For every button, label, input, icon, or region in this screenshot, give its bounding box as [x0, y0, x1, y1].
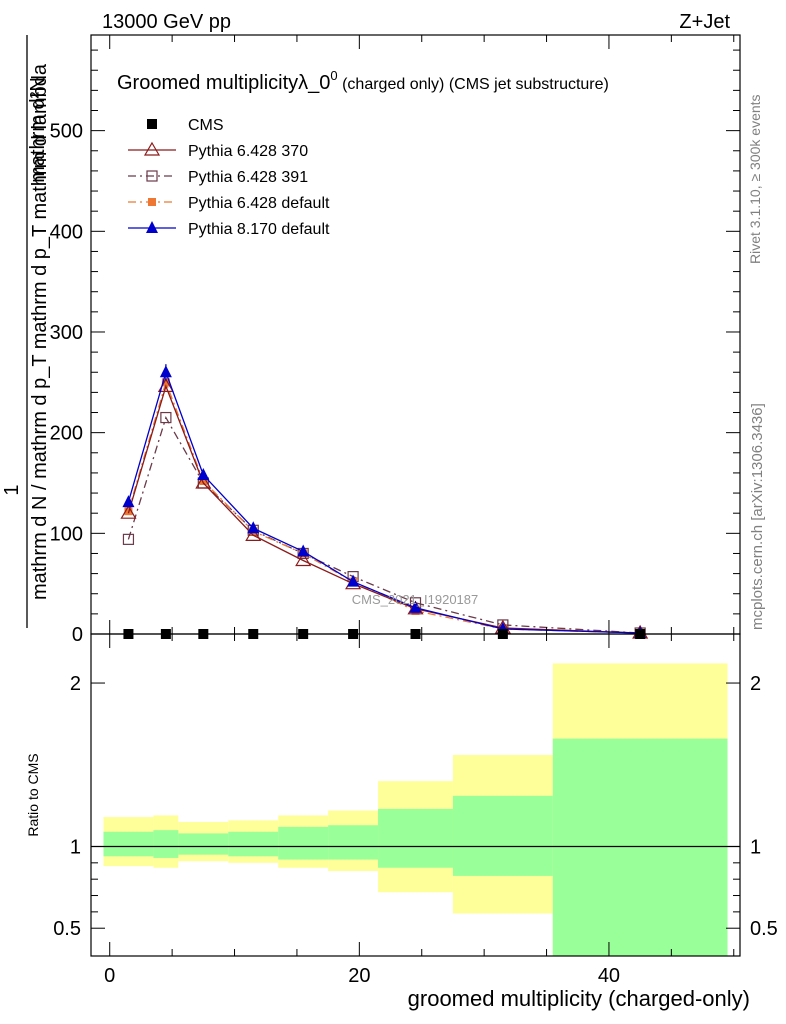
legend-marker	[147, 119, 157, 129]
x-tick-label: 20	[348, 965, 370, 987]
data-point	[245, 527, 262, 541]
ratio-y-tick-label-left: 2	[70, 673, 81, 695]
legend-label: Pythia 8.170 default	[188, 221, 330, 238]
data-point	[247, 521, 260, 534]
ratio-y-tick-label-left: 1	[70, 836, 81, 858]
ratio-plot-panel: 0.5 0.5 1 1 2 2 0 20 40 Ratio to CMS groomed mu…	[25, 633, 778, 1011]
header-energy-label: 13000 GeV pp	[102, 11, 231, 33]
legend: CMS Pythia 6.428 370 Pythia 6.428 391 Pythi…	[128, 117, 330, 238]
main-y-label: 1 mathrm d²N mathrm d N / mathrm d p_T m…	[1, 35, 51, 628]
ratio-bands-layer	[91, 663, 740, 956]
legend-entry: Pythia 6.428 default	[128, 195, 330, 212]
data-point	[160, 411, 172, 424]
ratio-inner-band-bin	[452, 795, 553, 876]
y-label-prefactor: 1	[1, 484, 23, 495]
x-axis-label: groomed multiplicity (charged-only)	[408, 986, 750, 1011]
y-tick-label: 300	[50, 322, 83, 344]
y-label-numerator: mathrm d²N	[27, 77, 49, 183]
data-point	[120, 505, 137, 519]
plot-title: Groomed multiplicityλ_00 (charged only) …	[117, 68, 609, 94]
y-tick-label: 100	[50, 523, 83, 545]
ratio-y-label: Ratio to CMS	[25, 753, 41, 836]
legend-entry: Pythia 6.428 370	[128, 141, 308, 160]
x-tick-label: 40	[598, 965, 620, 987]
legend-marker	[146, 170, 158, 182]
legend-entry: Pythia 6.428 391	[128, 169, 308, 186]
ratio-y-tick-label-right: 0.5	[750, 918, 778, 940]
data-point	[199, 476, 208, 485]
ratio-inner-band-bin	[103, 831, 154, 857]
legend-label: CMS	[188, 117, 224, 134]
ratio-inner-band-bin	[378, 808, 453, 868]
legend-label: Pythia 6.428 370	[188, 143, 308, 160]
y-tick-label: 200	[50, 423, 83, 445]
ratio-inner-band-bin	[228, 831, 279, 857]
main-plot-panel: 0 100 200 300 400 500 Groomed multiplicityλ_0…	[1, 34, 741, 646]
legend-entry: CMS	[147, 117, 224, 134]
analysis-watermark: CMS_2021_I1920187	[352, 592, 479, 607]
data-point	[161, 378, 170, 387]
y-label-denominator: mathrm d N / mathrm d p_T mathrm d p_T m…	[29, 63, 51, 600]
ratio-y-tick-label-right: 2	[750, 673, 761, 695]
legend-marker	[146, 221, 158, 233]
data-point	[197, 467, 210, 480]
main-y-axis: 0 100 200 300 400 500	[50, 35, 740, 646]
data-point	[295, 552, 312, 567]
rivet-version-label: Rivet 3.1.10, ≥ 300k events	[747, 94, 763, 264]
data-point	[409, 600, 422, 613]
legend-entry: Pythia 8.170 default	[128, 221, 330, 238]
x-axis: 0 20 40	[104, 634, 735, 987]
legend-label: Pythia 6.428 391	[188, 169, 308, 186]
ratio-frame	[90, 633, 741, 957]
ratio-inner-band-bin	[552, 738, 728, 956]
ratio-inner-band-bin	[153, 830, 179, 858]
y-tick-label: 500	[50, 121, 83, 143]
data-point	[347, 574, 360, 587]
data-point	[297, 544, 310, 557]
y-tick-label: 400	[50, 221, 83, 243]
data-point	[195, 474, 212, 489]
ratio-y-axis: 0.5 0.5 1 1 2 2	[53, 673, 778, 940]
legend-label: Pythia 6.428 default	[188, 195, 330, 212]
legend-marker	[143, 141, 161, 156]
x-tick-label: 0	[104, 965, 115, 987]
ratio-y-tick-label-right: 1	[750, 836, 761, 858]
ratio-inner-band-bin	[178, 833, 229, 855]
ratio-inner-band-bin	[278, 826, 329, 860]
ratio-y-tick-label-left: 0.5	[53, 918, 81, 940]
header-process-label: Z+Jet	[679, 11, 730, 33]
data-point	[122, 533, 135, 545]
legend-marker	[148, 198, 156, 206]
ratio-inner-band-bin	[328, 825, 379, 860]
data-point	[122, 495, 135, 508]
data-point	[159, 365, 172, 378]
mcplots-credit-label: mcplots.cern.ch [arXiv:1306.3436]	[749, 403, 766, 630]
y-tick-label: 0	[72, 624, 83, 646]
